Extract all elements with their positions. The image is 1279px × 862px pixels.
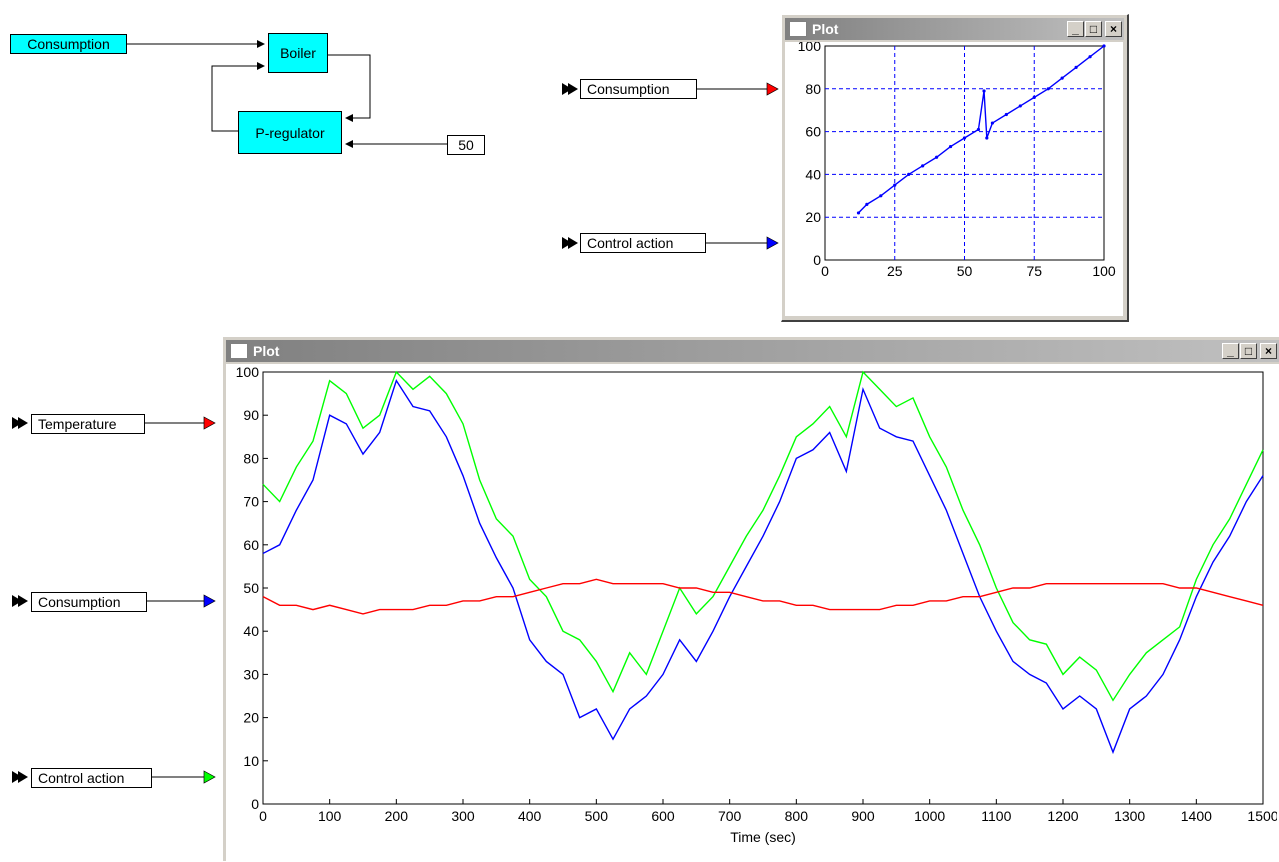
xy-input-control-action-label[interactable]: Control action xyxy=(580,233,706,253)
xy-point xyxy=(921,164,925,168)
time-series-line-2 xyxy=(262,379,1264,755)
time-plot-window[interactable]: Plot _ □ × 0 100 200 300 400 500 600 700 800 900 1… xyxy=(222,336,1279,861)
xy-x-tick-label: 50 xyxy=(957,263,973,279)
xy-x-tick-label: 100 xyxy=(1092,263,1116,279)
xy-point xyxy=(948,144,953,149)
xy-point xyxy=(990,121,994,125)
xy-plot-window[interactable]: Plot _ □ × 0 25 50 75 100 0 20 40 60 80 100 xyxy=(781,14,1129,322)
xy-point xyxy=(1074,65,1078,69)
time-input-3-arrow xyxy=(203,770,216,784)
xy-point xyxy=(982,89,986,93)
time-y-tick-label: 10 xyxy=(243,753,259,769)
time-plot-titlebar[interactable]: Plot _ □ × xyxy=(226,340,1279,362)
boiler-block[interactable]: Boiler xyxy=(268,33,328,73)
xy-point xyxy=(976,127,981,132)
time-input-connectors xyxy=(12,416,216,784)
time-y-tick-label: 0 xyxy=(251,796,259,812)
time-input-control-action-label[interactable]: Control action xyxy=(31,768,152,788)
time-y-tick-label: 100 xyxy=(236,364,260,380)
window-app-icon xyxy=(789,21,807,37)
time-x-tick-label: 1200 xyxy=(1047,808,1078,824)
time-input-2-arrow xyxy=(203,594,216,608)
block-diagram-connectors xyxy=(127,40,447,148)
xy-point xyxy=(865,202,869,206)
time-y-tick-label: 30 xyxy=(243,666,259,682)
time-input-consumption-label[interactable]: Consumption xyxy=(31,592,147,612)
maximize-button[interactable]: □ xyxy=(1240,343,1257,359)
xy-y-tick-label: 20 xyxy=(805,209,821,225)
time-x-tick-label: 400 xyxy=(518,808,542,824)
time-x-tick-label: 500 xyxy=(585,808,609,824)
xy-y-tick-label: 80 xyxy=(805,81,821,97)
xy-input-connectors xyxy=(562,82,779,250)
xy-input-2-arrow xyxy=(766,236,779,250)
time-x-tick-label: 0 xyxy=(259,808,267,824)
time-y-tick-label: 50 xyxy=(243,580,259,596)
time-x-tick-label: 1000 xyxy=(914,808,945,824)
minimize-button[interactable]: _ xyxy=(1222,343,1239,359)
xy-point xyxy=(962,136,967,140)
time-series-line-3 xyxy=(262,578,1264,615)
time-chart: 0 100 200 300 400 500 600 700 800 900 1000 1100 1200… xyxy=(236,364,1279,845)
xy-point xyxy=(1018,104,1022,108)
time-plot-area: 0 100 200 300 400 500 600 700 800 900 1000 1100 1200… xyxy=(226,364,1279,861)
xy-point xyxy=(935,155,939,159)
time-x-tick-label: 600 xyxy=(651,808,675,824)
time-y-tick-label: 20 xyxy=(243,710,259,726)
window-app-icon xyxy=(230,343,248,359)
minimize-button[interactable]: _ xyxy=(1067,21,1084,37)
time-y-tick-label: 60 xyxy=(243,537,259,553)
xy-plot-title: Plot xyxy=(812,21,839,37)
time-x-tick-label: 1500 xyxy=(1247,808,1277,824)
time-x-tick-label: 1300 xyxy=(1114,808,1145,824)
time-y-tick-label: 80 xyxy=(243,450,259,466)
time-series-line-1 xyxy=(262,370,1264,702)
xy-point xyxy=(1004,112,1008,117)
xy-x-tick-label: 25 xyxy=(887,263,903,279)
time-y-tick-label: 90 xyxy=(243,407,259,423)
xy-y-tick-label: 60 xyxy=(805,124,821,140)
xy-y-tick-label: 100 xyxy=(798,42,822,54)
xy-plot-area: 0 25 50 75 100 0 20 40 60 80 100 xyxy=(785,38,1123,316)
xy-x-tick-label: 75 xyxy=(1026,263,1042,279)
xy-x-tick-label: 0 xyxy=(821,263,829,279)
time-x-tick-label: 100 xyxy=(318,808,342,824)
xy-plot-titlebar[interactable]: Plot _ □ × xyxy=(785,18,1124,40)
xy-point xyxy=(879,194,883,198)
setpoint-constant-block[interactable]: 50 xyxy=(447,135,485,155)
p-regulator-block[interactable]: P-regulator xyxy=(238,111,342,154)
xy-y-tick-label: 0 xyxy=(813,252,821,268)
close-button[interactable]: × xyxy=(1260,343,1277,359)
time-plot-frame xyxy=(262,371,1264,805)
time-x-tick-label: 800 xyxy=(785,808,809,824)
time-x-tick-label: 1400 xyxy=(1181,808,1212,824)
time-x-tick-label: 200 xyxy=(385,808,409,824)
time-input-1-arrow xyxy=(203,416,216,430)
time-x-tick-label: 900 xyxy=(851,808,875,824)
xy-point xyxy=(856,211,861,215)
xy-point xyxy=(1060,76,1064,80)
time-y-tick-label: 70 xyxy=(243,494,259,510)
time-x-tick-label: 300 xyxy=(451,808,475,824)
time-x-tick-label: 1100 xyxy=(981,808,1011,824)
xy-point xyxy=(907,172,911,176)
xy-input-consumption-label[interactable]: Consumption xyxy=(580,79,697,99)
xy-point xyxy=(1046,87,1050,91)
xy-point xyxy=(1102,44,1106,48)
time-x-tick-label: 700 xyxy=(718,808,742,824)
time-y-tick-label: 40 xyxy=(243,623,259,639)
xy-input-1-arrow xyxy=(766,82,779,96)
time-plot-title: Plot xyxy=(253,343,280,359)
xy-point xyxy=(1088,55,1092,59)
xy-point xyxy=(985,136,989,140)
xy-y-tick-label: 40 xyxy=(805,166,821,182)
close-button[interactable]: × xyxy=(1105,21,1122,37)
time-input-temperature-label[interactable]: Temperature xyxy=(31,414,145,434)
maximize-button[interactable]: □ xyxy=(1085,21,1102,37)
xy-point xyxy=(1032,95,1036,99)
consumption-source-block[interactable]: Consumption xyxy=(10,34,127,54)
xy-point xyxy=(893,183,897,187)
xy-chart: 0 25 50 75 100 0 20 40 60 80 100 xyxy=(798,38,1116,279)
time-x-axis-label: Time (sec) xyxy=(730,829,796,845)
